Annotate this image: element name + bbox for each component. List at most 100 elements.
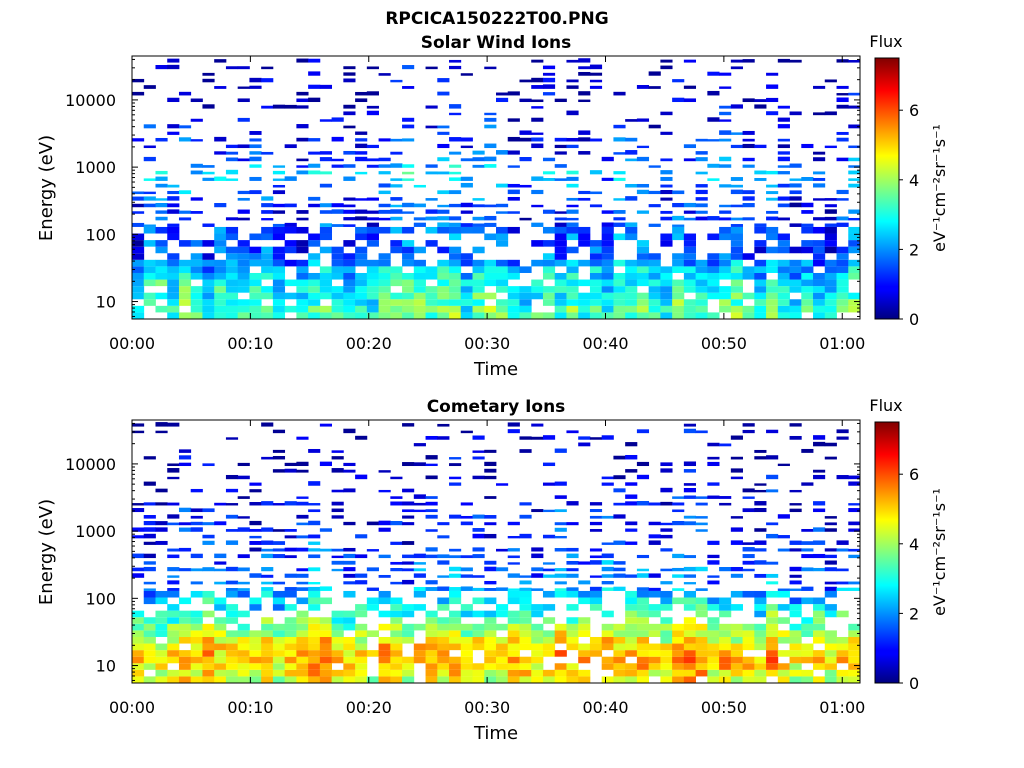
- spectrogram-cell: [836, 429, 849, 434]
- spectrogram-cell: [296, 650, 309, 657]
- spectrogram-cell: [390, 604, 403, 611]
- spectrogram-cell: [425, 475, 438, 480]
- spectrogram-cell: [625, 574, 638, 578]
- spectrogram-cell: [801, 554, 814, 559]
- spectrogram-cell: [613, 299, 626, 306]
- spectrogram-cell: [754, 240, 767, 247]
- spectrogram-cell: [202, 630, 215, 637]
- spectrogram-cell: [249, 650, 262, 657]
- spectrogram-cell: [813, 286, 826, 293]
- spectrogram-cell: [566, 676, 579, 683]
- spectrogram-cell: [402, 636, 415, 644]
- spectrogram-cell: [742, 429, 755, 434]
- spectrogram-cell: [730, 224, 743, 227]
- spectrogram-cell: [272, 279, 286, 287]
- spectrogram-cell: [343, 573, 356, 578]
- spectrogram-cell: [155, 65, 168, 70]
- spectrogram-cell: [695, 430, 708, 434]
- spectrogram-cell: [589, 586, 603, 591]
- spectrogram-cell: [507, 189, 520, 195]
- spectrogram-cell: [848, 299, 861, 306]
- spectrogram-cell: [460, 305, 473, 313]
- spectrogram-cell: [836, 157, 849, 162]
- spectrogram-cell: [167, 514, 180, 519]
- spectrogram-cell: [261, 246, 274, 254]
- spectrogram-cell: [589, 437, 603, 440]
- spectrogram-cell: [636, 610, 650, 618]
- spectrogram-cell: [789, 623, 802, 631]
- spectrogram-cell: [425, 501, 438, 506]
- spectrogram-cell: [496, 272, 509, 280]
- spectrogram-cell: [777, 233, 790, 241]
- spectrogram-cell: [178, 312, 192, 319]
- spectrogram-cell: [531, 99, 544, 103]
- spectrogram-cell: [437, 246, 450, 254]
- spectrogram-cell: [296, 663, 309, 670]
- spectrogram-cell: [507, 286, 520, 293]
- spectrogram-cell: [578, 58, 591, 63]
- spectrogram-cell: [178, 547, 192, 552]
- spectrogram-cell: [496, 266, 509, 273]
- spectrogram-cell: [719, 210, 732, 214]
- spectrogram-cell: [742, 554, 755, 559]
- spectrogram-cell: [484, 566, 497, 572]
- spectrogram-cell: [249, 85, 262, 89]
- spectrogram-cell: [425, 66, 438, 70]
- spectrogram-cell: [155, 279, 168, 287]
- spectrogram-cell: [378, 656, 391, 664]
- spectrogram-cell: [636, 604, 650, 611]
- spectrogram-cell: [437, 597, 450, 605]
- spectrogram-cell: [402, 272, 415, 280]
- spectrogram-cell: [601, 623, 614, 631]
- spectrogram-cell: [390, 610, 403, 618]
- spectrogram-cell: [225, 253, 239, 260]
- spectrogram-cell: [202, 286, 215, 293]
- spectrogram-cell: [272, 266, 286, 273]
- spectrogram-cell: [836, 137, 849, 142]
- spectrogram-cell: [789, 279, 802, 287]
- spectrogram-cell: [355, 623, 368, 631]
- spectrogram-cell: [366, 233, 379, 241]
- spectrogram-cell: [155, 183, 168, 188]
- spectrogram-cell: [554, 144, 567, 149]
- spectrogram-cell: [707, 279, 720, 287]
- spectrogram-cell: [425, 226, 438, 234]
- spectrogram-cell: [308, 481, 321, 486]
- spectrogram-cell: [249, 246, 262, 254]
- spectrogram-cell: [155, 430, 168, 434]
- spectrogram-cell: [155, 521, 168, 526]
- spectrogram-cell: [261, 650, 274, 657]
- spectrogram-cell: [178, 630, 192, 637]
- spectrogram-cell: [496, 643, 509, 651]
- spectrogram-cell: [484, 312, 497, 319]
- spectrogram-cell: [824, 240, 837, 247]
- spectrogram-cell: [660, 299, 673, 306]
- spectrogram-cell: [437, 630, 450, 637]
- spectrogram-cell: [824, 663, 837, 670]
- spectrogram-cell: [202, 656, 215, 664]
- spectrogram-cell: [625, 676, 638, 683]
- spectrogram-cell: [813, 540, 826, 545]
- spectrogram-cell: [132, 191, 145, 195]
- spectrogram-cell: [660, 233, 673, 241]
- spectrogram-cell: [190, 286, 203, 293]
- spectrogram-cell: [848, 178, 861, 181]
- spectrogram-cell: [272, 184, 286, 188]
- spectrogram-cell: [202, 299, 215, 306]
- spectrogram-cell: [284, 656, 297, 664]
- spectrogram-cell: [437, 650, 450, 657]
- spectrogram-cell: [472, 610, 485, 618]
- spectrogram-cell: [601, 279, 614, 287]
- spectrogram-cell: [355, 573, 368, 578]
- spectrogram-cell: [343, 125, 356, 129]
- spectrogram-cell: [308, 84, 321, 89]
- spectrogram-cell: [190, 259, 203, 267]
- spectrogram-cell: [683, 663, 697, 670]
- spectrogram-cell: [554, 292, 567, 300]
- spectrogram-cell: [742, 636, 755, 644]
- spectrogram-cell: [425, 305, 438, 313]
- spectrogram-cell: [636, 636, 650, 644]
- spectrogram-cell: [484, 630, 497, 637]
- spectrogram-cell: [449, 617, 462, 624]
- y-tick-label: 1000: [75, 158, 116, 177]
